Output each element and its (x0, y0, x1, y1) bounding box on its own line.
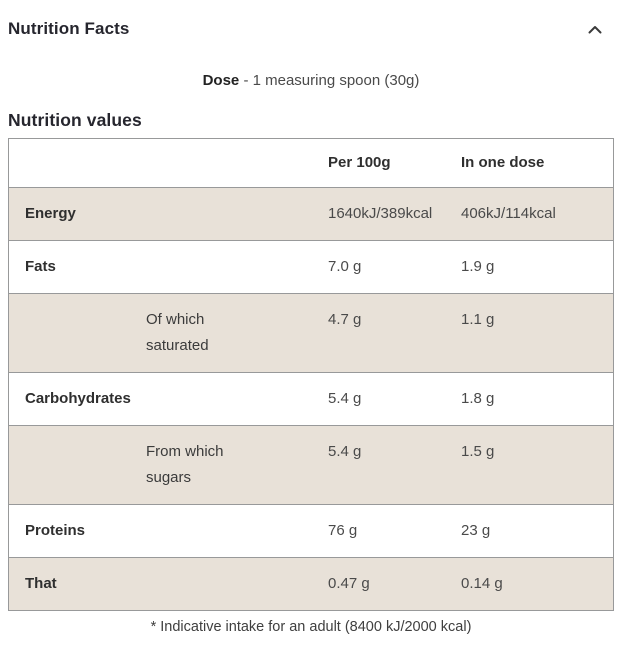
nutrient-label: Fats (25, 258, 56, 275)
value-per-100g: 5.4 g (328, 443, 362, 460)
value-in-one-dose: 0.14 g (461, 575, 503, 592)
section-heading: Nutrition Facts (8, 19, 130, 38)
column-header-in-one-dose: In one dose (461, 154, 545, 171)
dose-label: Dose (202, 72, 240, 89)
value-per-100g: 7.0 g (328, 258, 362, 275)
nutrient-label: Carbohydrates (25, 390, 131, 407)
chevron-up-icon[interactable] (586, 20, 604, 38)
column-header-per-100g: Per 100g (328, 154, 391, 171)
table-row: Of which saturated 4.7 g 1.1 g (9, 293, 613, 372)
nutrient-sublabel: Of which saturated (146, 311, 209, 354)
nutrition-values-heading: Nutrition values (8, 110, 142, 130)
table-row: Fats 7.0 g 1.9 g (9, 240, 613, 293)
nutrient-label: That (25, 575, 57, 592)
nutrition-table-body: Energy 1640kJ/389kcal 406kJ/114kcal Fats… (9, 187, 613, 610)
value-per-100g: 1640kJ/389kcal (328, 205, 433, 222)
value-in-one-dose: 23 g (461, 522, 491, 539)
table-row: From which sugars 5.4 g 1.5 g (9, 425, 613, 504)
nutrient-sublabel: From which sugars (146, 443, 224, 486)
value-in-one-dose: 406kJ/114kcal (461, 205, 556, 222)
nutrient-label: Proteins (25, 522, 86, 539)
value-in-one-dose: 1.9 g (461, 258, 495, 275)
table-row: That 0.47 g 0.14 g (9, 557, 613, 610)
table-row: Carbohydrates 5.4 g 1.8 g (9, 372, 613, 425)
value-per-100g: 4.7 g (328, 311, 362, 328)
dose-line: Dose - 1 measuring spoon (30g) (8, 72, 614, 89)
table-header-row: Per 100g In one dose (9, 139, 613, 187)
nutrition-table: Per 100g In one dose Energy 1640kJ/389kc… (8, 138, 614, 611)
value-per-100g: 5.4 g (328, 390, 362, 407)
value-per-100g: 0.47 g (328, 575, 370, 592)
value-in-one-dose: 1.8 g (461, 390, 495, 407)
nutrition-facts-accordion-header[interactable]: Nutrition Facts (8, 0, 614, 39)
value-in-one-dose: 1.1 g (461, 311, 495, 328)
table-row: Energy 1640kJ/389kcal 406kJ/114kcal (9, 187, 613, 240)
value-in-one-dose: 1.5 g (461, 443, 495, 460)
value-per-100g: 76 g (328, 522, 358, 539)
nutrient-label: Energy (25, 205, 76, 222)
table-row: Proteins 76 g 23 g (9, 504, 613, 557)
dose-text: - 1 measuring spoon (30g) (239, 72, 420, 89)
